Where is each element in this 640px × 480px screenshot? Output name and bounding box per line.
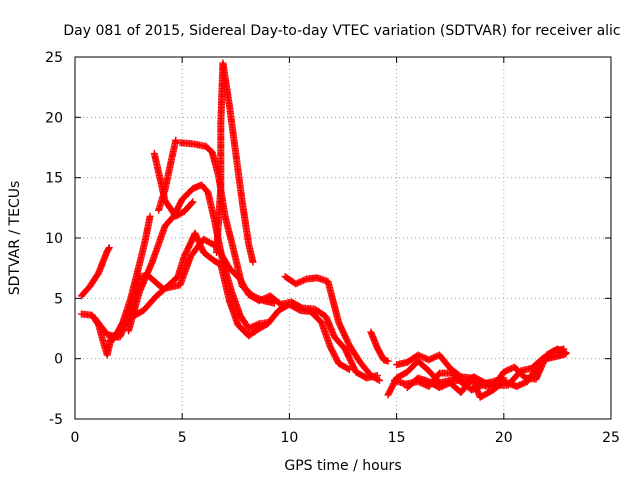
data-point	[560, 345, 568, 353]
y-tick-label: 5	[54, 291, 63, 307]
x-axis-label: GPS time / hours	[284, 458, 401, 474]
series-arc-11	[367, 328, 392, 365]
y-tick-label: -5	[49, 412, 63, 428]
y-tick-label: 25	[45, 50, 63, 66]
data-point	[344, 365, 352, 373]
data-point	[500, 374, 508, 382]
x-tick-label: 0	[71, 430, 80, 446]
series-arc-7	[155, 136, 180, 214]
data-point	[249, 258, 257, 266]
data-point	[189, 198, 197, 206]
data-point	[172, 136, 180, 144]
x-tick-label: 10	[280, 430, 298, 446]
data-point	[374, 376, 382, 384]
data-point	[105, 244, 113, 252]
y-axis-label: SDTVAR / TECUs	[7, 181, 23, 296]
x-tick-label: 20	[495, 430, 513, 446]
grid-lines	[75, 57, 611, 419]
data-points	[77, 59, 570, 401]
series-arc-1	[77, 244, 113, 300]
data-point	[562, 350, 570, 358]
data-point	[345, 366, 353, 374]
x-tick-label: 25	[602, 430, 620, 446]
x-tick-label: 15	[388, 430, 406, 446]
y-tick-label: 15	[45, 171, 63, 187]
series-arc-5	[125, 181, 272, 335]
y-tick-label: 0	[54, 352, 63, 368]
data-point	[188, 199, 196, 207]
y-tick-label: 10	[45, 231, 63, 247]
series-arc-10	[281, 273, 383, 384]
axis-ticks: 0 5 10 15 20 25 -5 0 5 10 15 20 25	[45, 50, 620, 446]
data-point	[105, 245, 113, 253]
series-arc-9	[213, 59, 257, 266]
y-tick-label: 20	[45, 110, 63, 126]
series-arc-14	[390, 345, 568, 390]
data-point	[375, 376, 383, 384]
data-point	[146, 212, 154, 220]
data-point	[270, 299, 278, 307]
x-tick-label: 5	[178, 430, 187, 446]
series-arc-15	[403, 374, 508, 396]
chart-title: Day 081 of 2015, Sidereal Day-to-day VTE…	[63, 23, 620, 39]
data-point	[384, 357, 392, 365]
data-point	[264, 318, 272, 326]
